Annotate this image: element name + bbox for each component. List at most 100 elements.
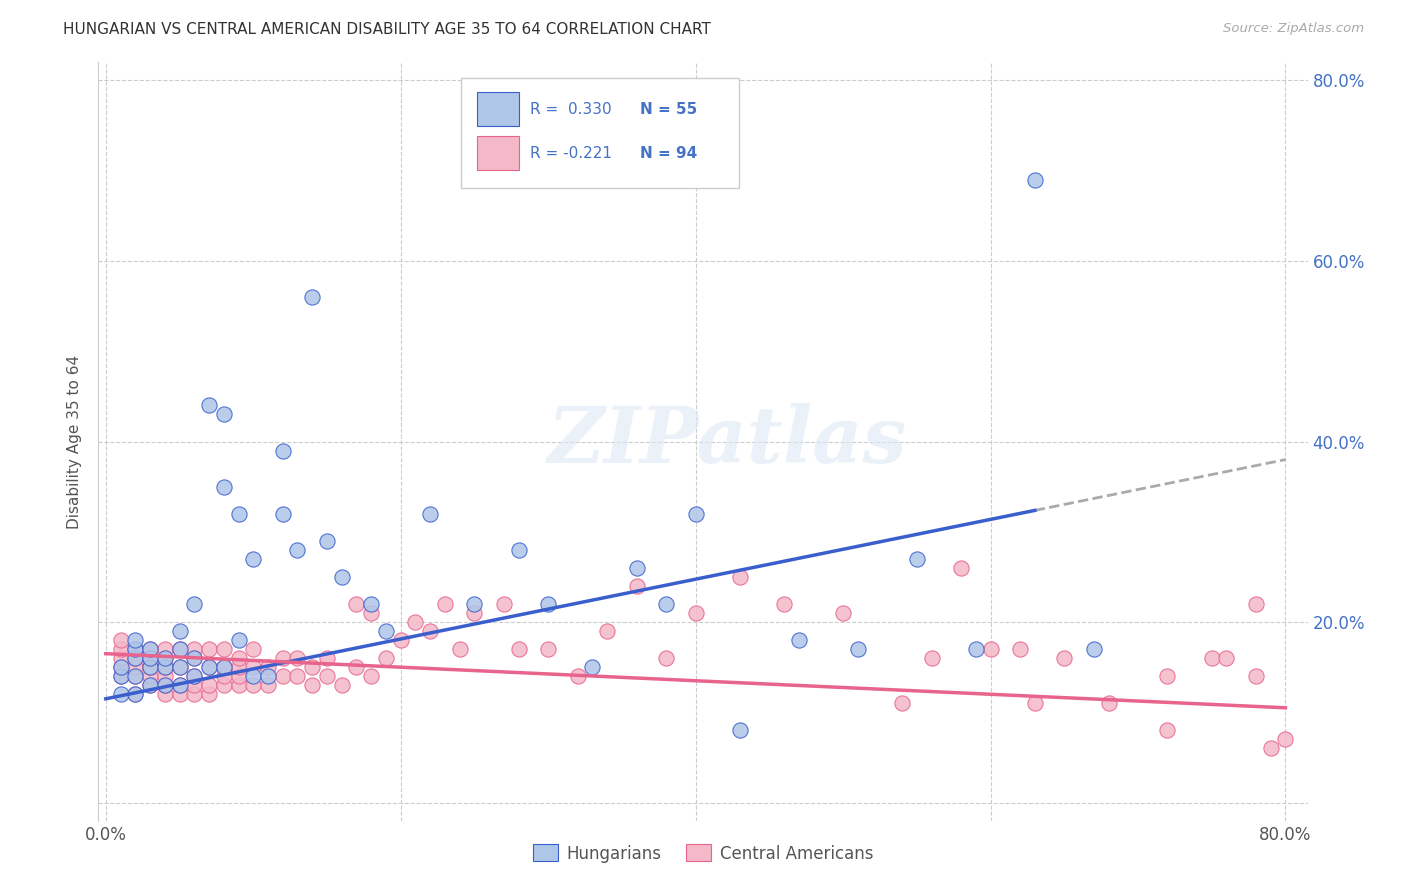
- Point: [153, 678, 176, 692]
- Bar: [477, 92, 519, 126]
- Point: [139, 660, 162, 674]
- Point: [316, 533, 339, 548]
- Point: [404, 615, 426, 629]
- Point: [198, 399, 221, 413]
- Legend: Hungarians, Central Americans: Hungarians, Central Americans: [526, 838, 880, 869]
- Point: [1024, 173, 1046, 187]
- Point: [287, 669, 309, 683]
- Point: [891, 696, 914, 710]
- Bar: [477, 136, 519, 170]
- Point: [110, 687, 132, 701]
- Point: [346, 597, 368, 611]
- Point: [169, 642, 191, 657]
- Point: [316, 669, 339, 683]
- Point: [153, 678, 176, 692]
- Point: [301, 660, 323, 674]
- Point: [242, 669, 264, 683]
- Point: [1053, 651, 1076, 665]
- Text: R =  0.330: R = 0.330: [530, 102, 612, 117]
- Point: [183, 651, 205, 665]
- Point: [242, 642, 264, 657]
- Point: [212, 408, 235, 422]
- Point: [1274, 732, 1296, 747]
- Point: [124, 660, 146, 674]
- Point: [1008, 642, 1031, 657]
- Point: [228, 678, 250, 692]
- Text: N = 55: N = 55: [640, 102, 697, 117]
- Point: [228, 651, 250, 665]
- Point: [537, 597, 560, 611]
- Point: [787, 633, 810, 648]
- Point: [728, 723, 751, 738]
- Point: [169, 678, 191, 692]
- Point: [419, 507, 441, 521]
- Point: [685, 606, 707, 620]
- Point: [212, 642, 235, 657]
- Point: [685, 507, 707, 521]
- Point: [139, 678, 162, 692]
- Point: [257, 660, 280, 674]
- Point: [124, 651, 146, 665]
- Point: [153, 660, 176, 674]
- Point: [242, 660, 264, 674]
- Point: [183, 642, 205, 657]
- Point: [257, 678, 280, 692]
- Text: N = 94: N = 94: [640, 146, 697, 161]
- Point: [271, 443, 294, 458]
- Point: [508, 642, 530, 657]
- Point: [183, 597, 205, 611]
- Point: [212, 669, 235, 683]
- Text: ZIPatlas: ZIPatlas: [547, 403, 907, 480]
- Point: [581, 660, 603, 674]
- Point: [139, 642, 162, 657]
- Point: [198, 660, 221, 674]
- Point: [124, 651, 146, 665]
- Point: [271, 507, 294, 521]
- Point: [463, 597, 485, 611]
- Point: [287, 542, 309, 557]
- Point: [183, 669, 205, 683]
- Point: [153, 687, 176, 701]
- Point: [124, 633, 146, 648]
- Point: [921, 651, 943, 665]
- Point: [1215, 651, 1237, 665]
- Point: [183, 678, 205, 692]
- Point: [330, 570, 353, 584]
- Point: [846, 642, 869, 657]
- Point: [110, 669, 132, 683]
- Point: [360, 669, 382, 683]
- Point: [212, 480, 235, 494]
- Point: [198, 678, 221, 692]
- Text: HUNGARIAN VS CENTRAL AMERICAN DISABILITY AGE 35 TO 64 CORRELATION CHART: HUNGARIAN VS CENTRAL AMERICAN DISABILITY…: [63, 22, 711, 37]
- Point: [360, 606, 382, 620]
- Point: [198, 660, 221, 674]
- Point: [463, 606, 485, 620]
- Point: [1260, 741, 1282, 756]
- Point: [110, 633, 132, 648]
- Point: [139, 669, 162, 683]
- Point: [1244, 597, 1267, 611]
- Point: [139, 660, 162, 674]
- Point: [905, 552, 928, 566]
- Point: [1024, 696, 1046, 710]
- Point: [360, 597, 382, 611]
- Point: [228, 669, 250, 683]
- Point: [433, 597, 456, 611]
- Point: [980, 642, 1002, 657]
- Point: [153, 651, 176, 665]
- Point: [169, 660, 191, 674]
- Point: [198, 687, 221, 701]
- Point: [567, 669, 589, 683]
- Point: [965, 642, 987, 657]
- Point: [228, 633, 250, 648]
- Point: [271, 651, 294, 665]
- Text: Source: ZipAtlas.com: Source: ZipAtlas.com: [1223, 22, 1364, 36]
- Point: [271, 669, 294, 683]
- Point: [242, 552, 264, 566]
- Point: [257, 669, 280, 683]
- Point: [301, 290, 323, 304]
- Point: [169, 624, 191, 639]
- Point: [330, 678, 353, 692]
- Point: [169, 678, 191, 692]
- Point: [537, 642, 560, 657]
